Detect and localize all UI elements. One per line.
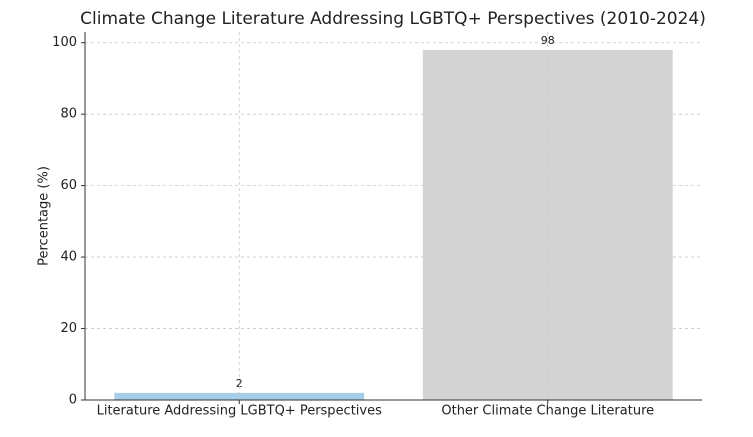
y-tick-label: 20 [60, 321, 77, 336]
y-axis-label: Percentage (%) [37, 166, 52, 266]
x-tick-label: Literature Addressing LGBTQ+ Perspective… [97, 404, 383, 419]
chart-title: Climate Change Literature Addressing LGB… [80, 9, 706, 29]
y-tick-label: 80 [60, 107, 77, 122]
value-label: 2 [236, 377, 243, 390]
y-tick-label: 0 [69, 393, 77, 408]
y-tick-label: 100 [52, 35, 77, 50]
bar [114, 392, 365, 400]
x-tick-label: Other Climate Change Literature [441, 404, 654, 419]
y-tick-label: 60 [60, 178, 77, 193]
y-tick-label: 40 [60, 250, 77, 265]
